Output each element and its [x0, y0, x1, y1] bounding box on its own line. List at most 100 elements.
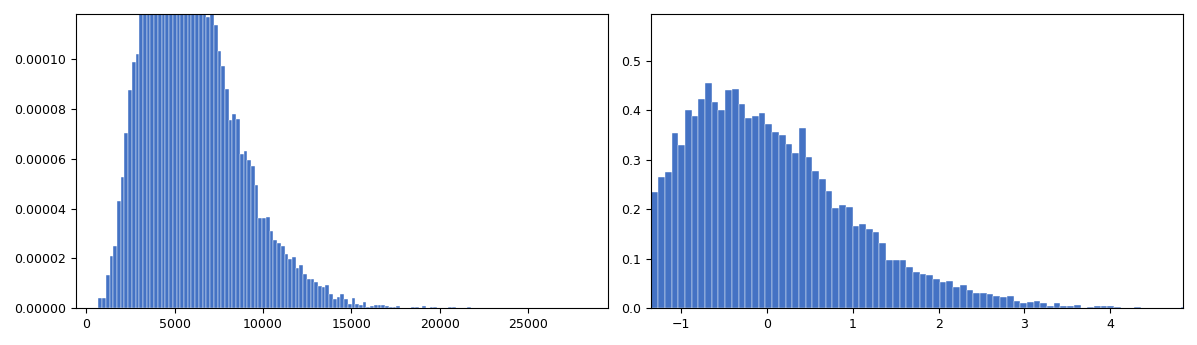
- Bar: [746, 118, 752, 308]
- Bar: [333, 299, 336, 308]
- Bar: [685, 109, 692, 308]
- Bar: [813, 171, 819, 308]
- Bar: [672, 133, 679, 308]
- Bar: [132, 62, 135, 308]
- Bar: [906, 267, 913, 308]
- Bar: [772, 132, 779, 308]
- Bar: [142, 3, 147, 308]
- Bar: [839, 205, 846, 308]
- Bar: [886, 260, 893, 308]
- Bar: [1181, 307, 1187, 308]
- Bar: [625, 275, 631, 308]
- Bar: [370, 306, 373, 308]
- Bar: [618, 280, 625, 308]
- Bar: [731, 89, 739, 308]
- Bar: [411, 307, 415, 308]
- Bar: [846, 207, 852, 308]
- Bar: [859, 224, 865, 308]
- Bar: [329, 294, 333, 308]
- Bar: [206, 17, 209, 308]
- Bar: [243, 151, 248, 308]
- Bar: [336, 297, 340, 308]
- Bar: [1014, 301, 1020, 308]
- Bar: [718, 110, 725, 308]
- Bar: [393, 307, 396, 308]
- Bar: [430, 307, 433, 308]
- Bar: [873, 233, 880, 308]
- Bar: [199, 0, 202, 308]
- Bar: [344, 299, 348, 308]
- Bar: [262, 218, 266, 308]
- Bar: [310, 279, 315, 308]
- Bar: [1107, 306, 1114, 308]
- Bar: [1007, 296, 1014, 308]
- Bar: [366, 307, 370, 308]
- Bar: [423, 306, 426, 308]
- Bar: [779, 135, 785, 308]
- Bar: [102, 298, 105, 308]
- Bar: [322, 287, 326, 308]
- Bar: [893, 260, 899, 308]
- Bar: [913, 272, 919, 308]
- Bar: [239, 155, 243, 308]
- Bar: [1027, 302, 1034, 308]
- Bar: [1061, 306, 1068, 308]
- Bar: [121, 177, 124, 308]
- Bar: [1094, 306, 1101, 308]
- Bar: [604, 303, 612, 308]
- Bar: [147, 0, 151, 308]
- Bar: [139, 0, 142, 308]
- Bar: [296, 268, 299, 308]
- Bar: [449, 307, 452, 308]
- Bar: [712, 102, 718, 308]
- Bar: [785, 144, 792, 308]
- Bar: [692, 117, 698, 308]
- Bar: [645, 215, 651, 308]
- Bar: [277, 243, 281, 308]
- Bar: [192, 0, 195, 308]
- Bar: [273, 240, 277, 308]
- Bar: [218, 51, 221, 308]
- Bar: [1020, 303, 1027, 308]
- Bar: [798, 128, 806, 308]
- Bar: [940, 282, 947, 308]
- Bar: [1074, 305, 1081, 308]
- Bar: [880, 243, 886, 308]
- Bar: [373, 305, 377, 308]
- Bar: [986, 294, 994, 308]
- Bar: [229, 120, 232, 308]
- Bar: [326, 285, 329, 308]
- Bar: [819, 179, 826, 308]
- Bar: [919, 274, 926, 308]
- Bar: [994, 296, 1001, 308]
- Bar: [188, 0, 192, 308]
- Bar: [315, 282, 318, 308]
- Bar: [124, 133, 128, 308]
- Bar: [947, 281, 953, 308]
- Bar: [396, 306, 400, 308]
- Bar: [932, 279, 940, 308]
- Bar: [292, 257, 296, 308]
- Bar: [739, 104, 746, 308]
- Bar: [433, 307, 437, 308]
- Bar: [202, 2, 206, 308]
- Bar: [158, 0, 162, 308]
- Bar: [236, 119, 239, 308]
- Bar: [356, 304, 359, 308]
- Bar: [154, 0, 158, 308]
- Bar: [1001, 297, 1007, 308]
- Bar: [467, 307, 470, 308]
- Bar: [899, 260, 906, 308]
- Bar: [826, 191, 832, 308]
- Bar: [214, 25, 218, 308]
- Bar: [651, 192, 658, 308]
- Bar: [266, 217, 269, 308]
- Bar: [597, 303, 604, 308]
- Bar: [251, 166, 255, 308]
- Bar: [269, 231, 273, 308]
- Bar: [225, 89, 229, 308]
- Bar: [363, 303, 366, 308]
- Bar: [752, 117, 759, 308]
- Bar: [128, 90, 132, 308]
- Bar: [725, 90, 731, 308]
